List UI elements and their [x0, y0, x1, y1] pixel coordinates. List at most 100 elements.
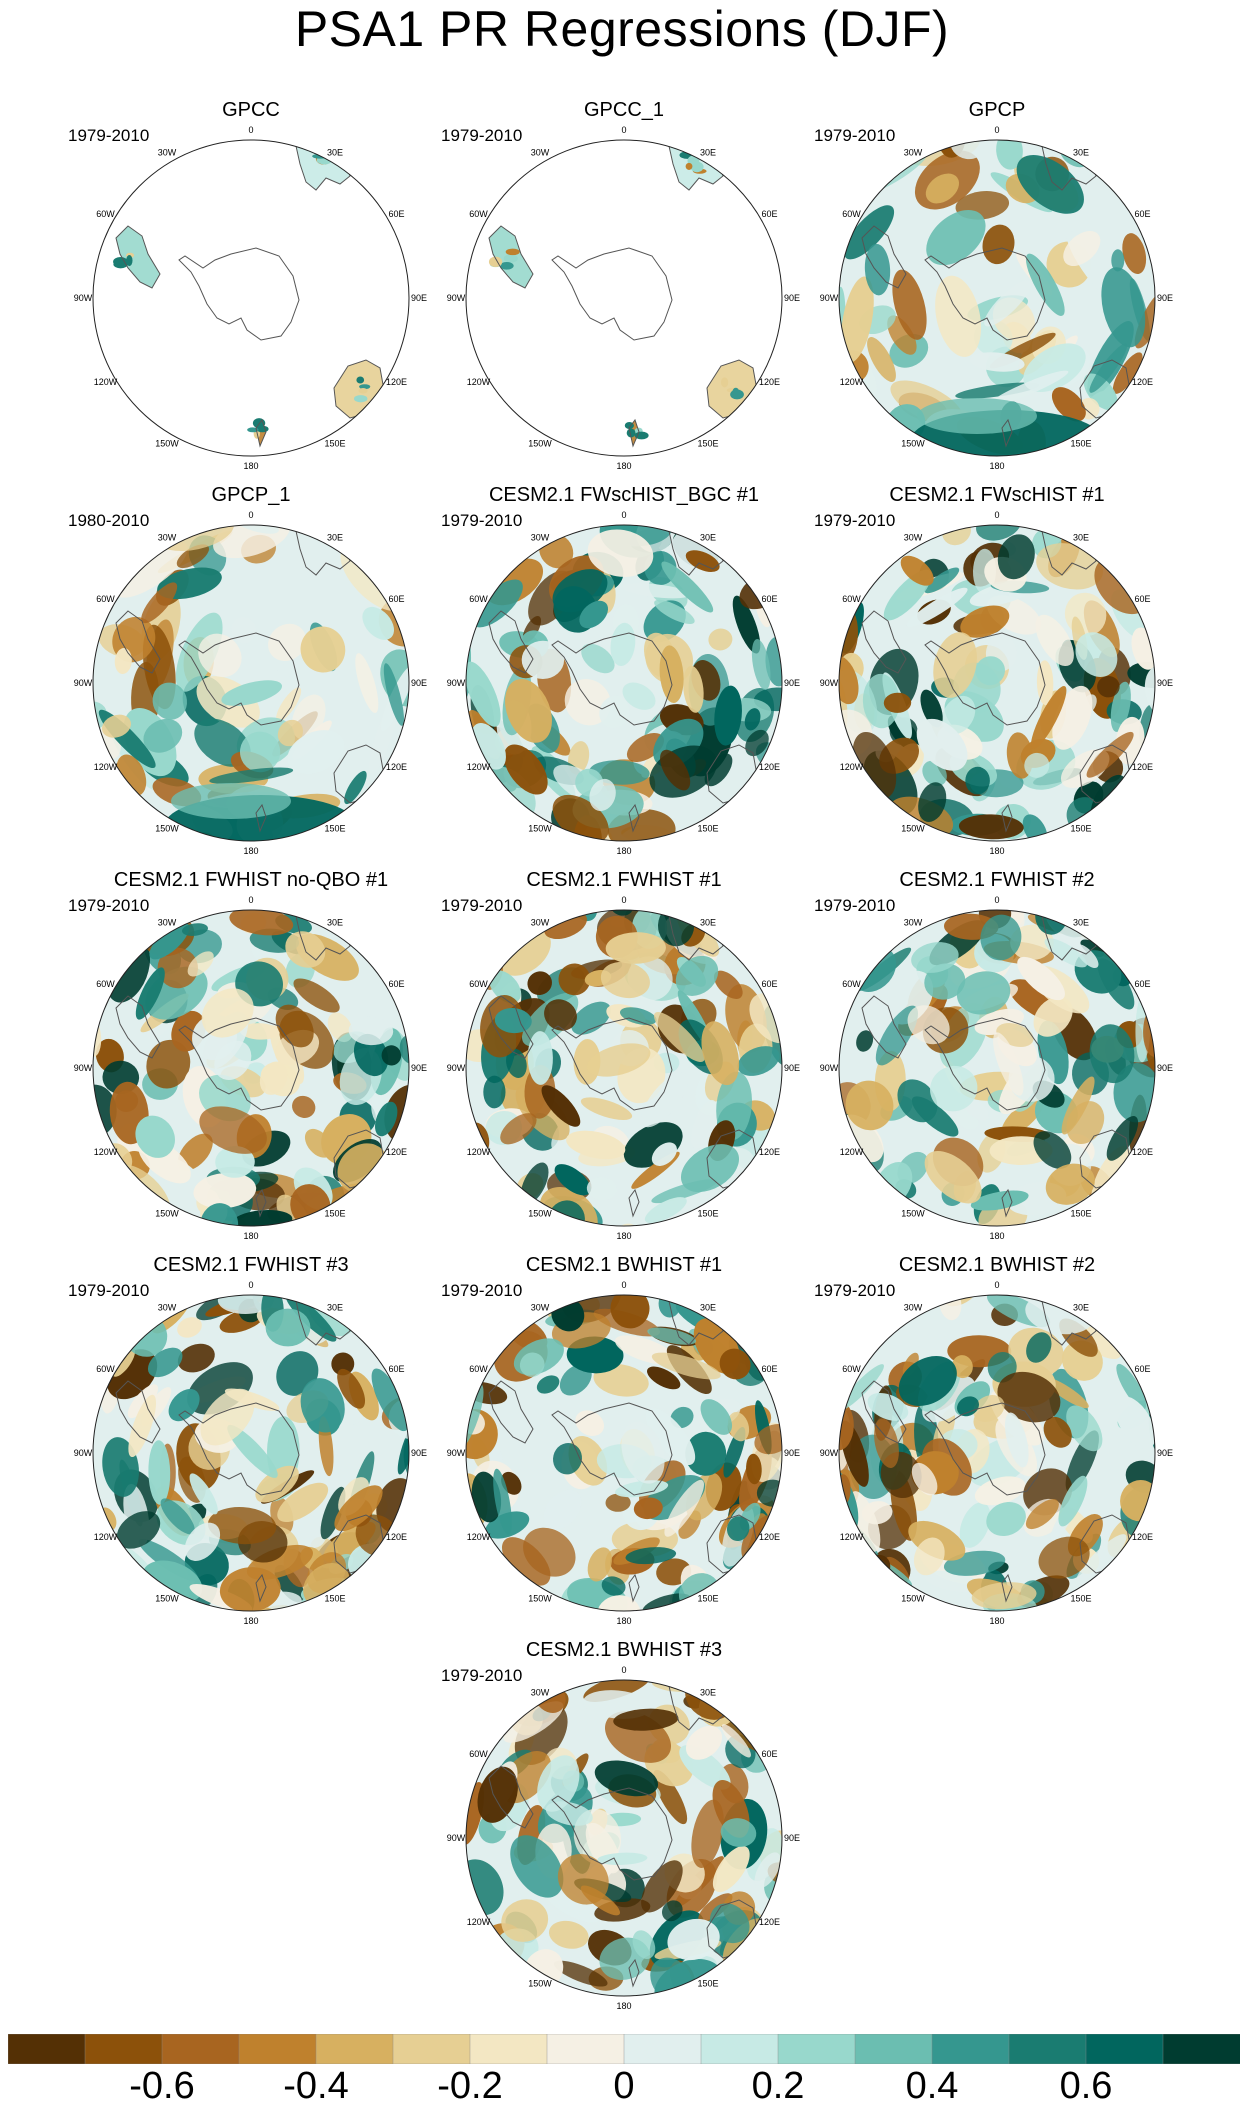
polar-map: 0 30E 60E 90E 120E 150E 180 150W 120W 90W 60W 30W — [447, 125, 800, 470]
period-label: 1979-2010 — [441, 896, 523, 915]
lon-label: 90W — [447, 678, 466, 688]
colorbar-swatch — [1085, 2034, 1164, 2064]
map-panel: 0 30E 60E 90E 120E 150E 180 150W 120W 90W 60W 30W CE… — [417, 868, 831, 1240]
lon-label: 90W — [447, 1448, 466, 1458]
precip-field — [839, 910, 1155, 1226]
map-panel: 0 30E 60E 90E 120E 150E 180 150W 120W 90W 60W 30W CE… — [417, 483, 831, 855]
lon-label: 60E — [388, 594, 404, 604]
lon-label: 0 — [621, 1665, 626, 1675]
lon-label: 180 — [989, 846, 1004, 855]
lon-label: 120E — [386, 377, 407, 387]
lon-label: 120E — [386, 762, 407, 772]
colorbar-tick-label: -0.2 — [437, 2065, 503, 2107]
precip-field — [466, 140, 782, 456]
lon-label: 90E — [1157, 678, 1173, 688]
lon-label: 150E — [1070, 1594, 1091, 1604]
lon-label: 30E — [1073, 1303, 1089, 1313]
polar-map: 0 30E 60E 90E 120E 150E 180 150W 120W 90W 60W 30W — [820, 125, 1173, 470]
polar-map: 0 30E 60E 90E 120E 150E 180 150W 120W 90W 60W 30W — [820, 895, 1173, 1240]
lon-label: 30W — [904, 1303, 923, 1313]
lon-label: 0 — [994, 125, 999, 135]
colorbar-swatch — [700, 2034, 779, 2064]
lon-label: 120W — [840, 1147, 864, 1157]
precip-field — [839, 1295, 1155, 1611]
panel-title: CESM2.1 BWHIST #3 — [525, 1639, 723, 1661]
colorbar-swatch — [161, 2034, 240, 2064]
lon-label: 30E — [700, 918, 716, 928]
lon-label: 0 — [994, 510, 999, 520]
period-label: 1979-2010 — [68, 126, 150, 145]
lon-label: 30W — [904, 148, 923, 158]
colorbar-swatch — [854, 2034, 933, 2064]
antarctica-outline — [178, 632, 300, 726]
antarctica-outline — [551, 632, 673, 726]
colorbar-swatch — [84, 2034, 163, 2064]
lon-label: 120W — [840, 377, 864, 387]
period-label: 1979-2010 — [814, 896, 896, 915]
lon-label: 0 — [621, 510, 626, 520]
lon-label: 30E — [700, 148, 716, 158]
lon-label: 150E — [697, 1209, 718, 1219]
lon-label: 60W — [96, 1364, 115, 1374]
lon-label: 90E — [411, 1063, 427, 1073]
lon-label: 60E — [388, 209, 404, 219]
panel-title: CESM2.1 BWHIST #2 — [898, 1254, 1096, 1276]
lon-label: 90W — [74, 1448, 93, 1458]
lon-label: 120E — [759, 1532, 780, 1542]
colorbar-swatch — [931, 2034, 1010, 2064]
lon-label: 180 — [616, 846, 631, 855]
lon-label: 90W — [447, 293, 466, 303]
polar-map: 0 30E 60E 90E 120E 150E 180 150W 120W 90W 60W 30W — [447, 1665, 800, 2010]
precip-field — [466, 1295, 782, 1611]
precip-field — [839, 525, 1155, 841]
lon-label: 180 — [243, 1616, 258, 1625]
lon-label: 0 — [621, 125, 626, 135]
map-boundary — [92, 139, 410, 457]
lon-label: 30E — [1073, 533, 1089, 543]
map-panel: 0 30E 60E 90E 120E 150E 180 150W 120W 90W 60W 30W GP… — [44, 483, 458, 855]
lon-label: 120E — [1132, 1147, 1153, 1157]
map-panel: 0 30E 60E 90E 120E 150E 180 150W 120W 90W 60W 30W GP… — [417, 98, 831, 470]
period-label: 1979-2010 — [68, 1281, 150, 1300]
lon-label: 120E — [759, 1917, 780, 1927]
lon-label: 120E — [1132, 762, 1153, 772]
lon-label: 90W — [820, 293, 839, 303]
lon-label: 30W — [904, 533, 923, 543]
lon-label: 60W — [96, 979, 115, 989]
lon-label: 120E — [1132, 1532, 1153, 1542]
lon-label: 120W — [467, 1917, 491, 1927]
lon-label: 150W — [155, 1594, 179, 1604]
lon-label: 30W — [531, 1303, 550, 1313]
lon-label: 90E — [1157, 1063, 1173, 1073]
lon-label: 0 — [621, 895, 626, 905]
lon-label: 120W — [94, 1147, 118, 1157]
lon-label: 30W — [158, 148, 177, 158]
lon-label: 180 — [243, 846, 258, 855]
lon-label: 60W — [96, 594, 115, 604]
panel-title: GPCC — [222, 99, 280, 121]
lon-label: 180 — [989, 1231, 1004, 1240]
lon-label: 60E — [1134, 209, 1150, 219]
polar-map: 0 30E 60E 90E 120E 150E 180 150W 120W 90W 60W 30W — [447, 510, 800, 855]
precip-field — [466, 910, 782, 1226]
lon-label: 0 — [621, 1280, 626, 1290]
map-panel: 0 30E 60E 90E 120E 150E 180 150W 120W 90W 60W 30W CE… — [790, 868, 1204, 1240]
map-boundary — [465, 1679, 783, 1997]
lon-label: 150W — [528, 1594, 552, 1604]
antarctica-outline — [551, 247, 673, 341]
lon-label: 60W — [469, 594, 488, 604]
lon-label: 150W — [528, 1979, 552, 1989]
lon-label: 150E — [697, 824, 718, 834]
lon-label: 60W — [469, 979, 488, 989]
lon-label: 150E — [1070, 439, 1091, 449]
lon-label: 150W — [155, 439, 179, 449]
lon-label: 90E — [1157, 1448, 1173, 1458]
polar-map: 0 30E 60E 90E 120E 150E 180 150W 120W 90W 60W 30W — [74, 1280, 427, 1625]
lon-label: 180 — [989, 1616, 1004, 1625]
period-label: 1979-2010 — [814, 126, 896, 145]
lon-label: 120W — [467, 377, 491, 387]
colorbar-tick-label: 0.4 — [905, 2065, 959, 2107]
period-label: 1979-2010 — [441, 1666, 523, 1685]
lon-label: 60E — [761, 594, 777, 604]
lon-label: 150E — [324, 1594, 345, 1604]
